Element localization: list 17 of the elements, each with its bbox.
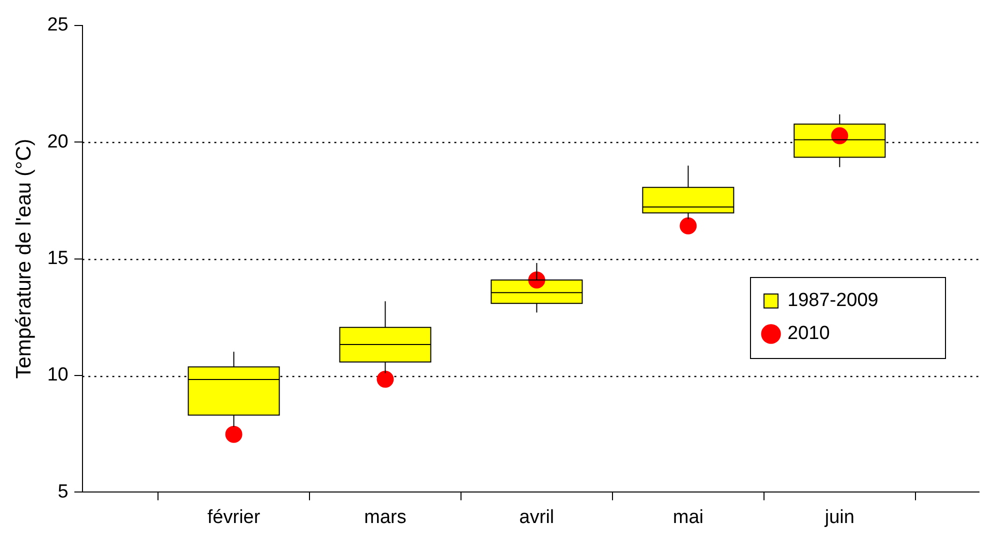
legend-label: 2010 <box>788 323 830 344</box>
x-tick-label: juin <box>824 506 854 528</box>
x-tick-label: avril <box>519 506 554 528</box>
y-tick-label: 10 <box>47 364 68 386</box>
y-tick-label: 20 <box>47 131 68 152</box>
point <box>225 426 242 443</box>
point <box>680 217 697 234</box>
x-tick-label: février <box>207 506 261 528</box>
legend-label: 1987-2009 <box>788 290 878 312</box>
y-tick-label: 25 <box>47 14 68 36</box>
y-tick-label: 5 <box>58 481 68 502</box>
point <box>376 370 394 388</box>
point <box>831 127 848 144</box>
x-tick-label: mai <box>672 506 704 528</box>
x-tick-label: mars <box>364 506 406 528</box>
y-axis-title: Température de l'eau (°C) <box>12 138 36 379</box>
y-tick-label: 15 <box>47 248 68 270</box>
